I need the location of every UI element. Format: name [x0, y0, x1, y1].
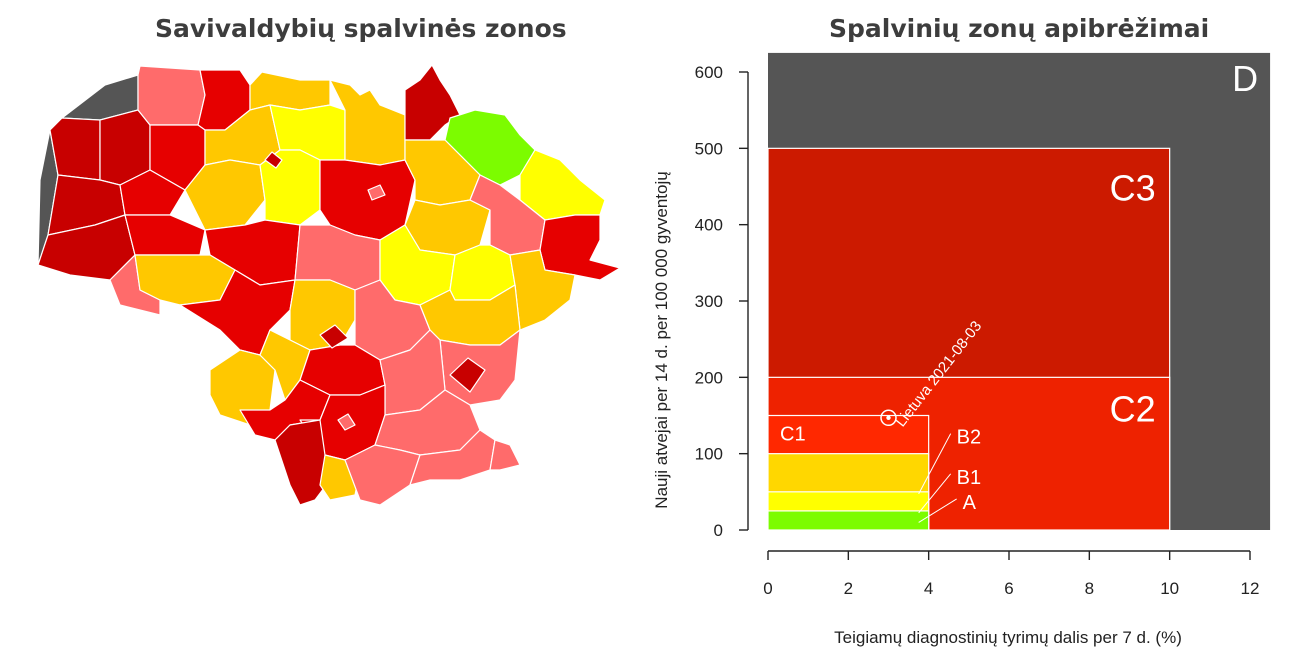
zone-c3-label: C3 [1110, 167, 1156, 208]
map-region [124, 214, 206, 256]
x-tick-label: 10 [1160, 579, 1179, 598]
map-region [274, 419, 331, 506]
map-region [539, 214, 621, 281]
map-region [49, 117, 101, 181]
map-region [319, 324, 349, 349]
zone-b2-leader [918, 433, 952, 495]
zone-a-area [767, 510, 930, 531]
chart-title: Spalvinių zonų apibrėžimai [829, 14, 1210, 43]
map-region [184, 159, 266, 231]
map-region [337, 413, 356, 431]
zone-c1-label: C1 [780, 424, 806, 446]
y-tick-label: 200 [695, 368, 723, 387]
map-region [367, 184, 386, 201]
x-tick-label: 2 [844, 579, 853, 598]
map-region [264, 151, 283, 169]
zone-a-leader [918, 498, 957, 523]
y-tick-label: 0 [714, 521, 723, 540]
map-region [137, 65, 206, 126]
axes-group: 0 2 4 6 8 10 12 0 100 200 300 400 500 600 [695, 63, 1260, 598]
lithuania-point-ring [880, 409, 897, 427]
map-region [449, 357, 486, 393]
y-tick-label: 600 [695, 63, 723, 82]
x-tick-label: 6 [1004, 579, 1013, 598]
y-axis-label: Nauji atvejai per 14 d. per 100 000 gyve… [652, 171, 671, 508]
map-region [489, 439, 521, 471]
x-tick-label: 12 [1241, 579, 1260, 598]
x-tick-label: 8 [1085, 579, 1094, 598]
zone-c2-label: C2 [1110, 388, 1156, 429]
zone-a-label: A [963, 492, 977, 514]
zone-d-label: D [1232, 58, 1258, 99]
x-axis-label: Teigiamų diagnostinių tyrimų dalis per 7… [834, 628, 1182, 647]
map-region [249, 71, 331, 111]
lithuania-point [886, 415, 891, 420]
y-tick-label: 100 [695, 445, 723, 464]
map-title: Savivaldybių spalvinės zonos [155, 14, 567, 43]
x-tick-label: 0 [763, 579, 772, 598]
y-tick-label: 500 [695, 139, 723, 158]
y-tick-label: 400 [695, 216, 723, 235]
map-region [344, 444, 421, 506]
zone-b1-leader [918, 473, 952, 514]
y-tick-label: 300 [695, 292, 723, 311]
municipality-zone-map [37, 64, 621, 506]
zone-b1-label: B1 [957, 467, 981, 489]
map-region [119, 169, 186, 216]
x-tick-label: 4 [924, 579, 933, 598]
zone-b2-label: B2 [957, 427, 981, 449]
